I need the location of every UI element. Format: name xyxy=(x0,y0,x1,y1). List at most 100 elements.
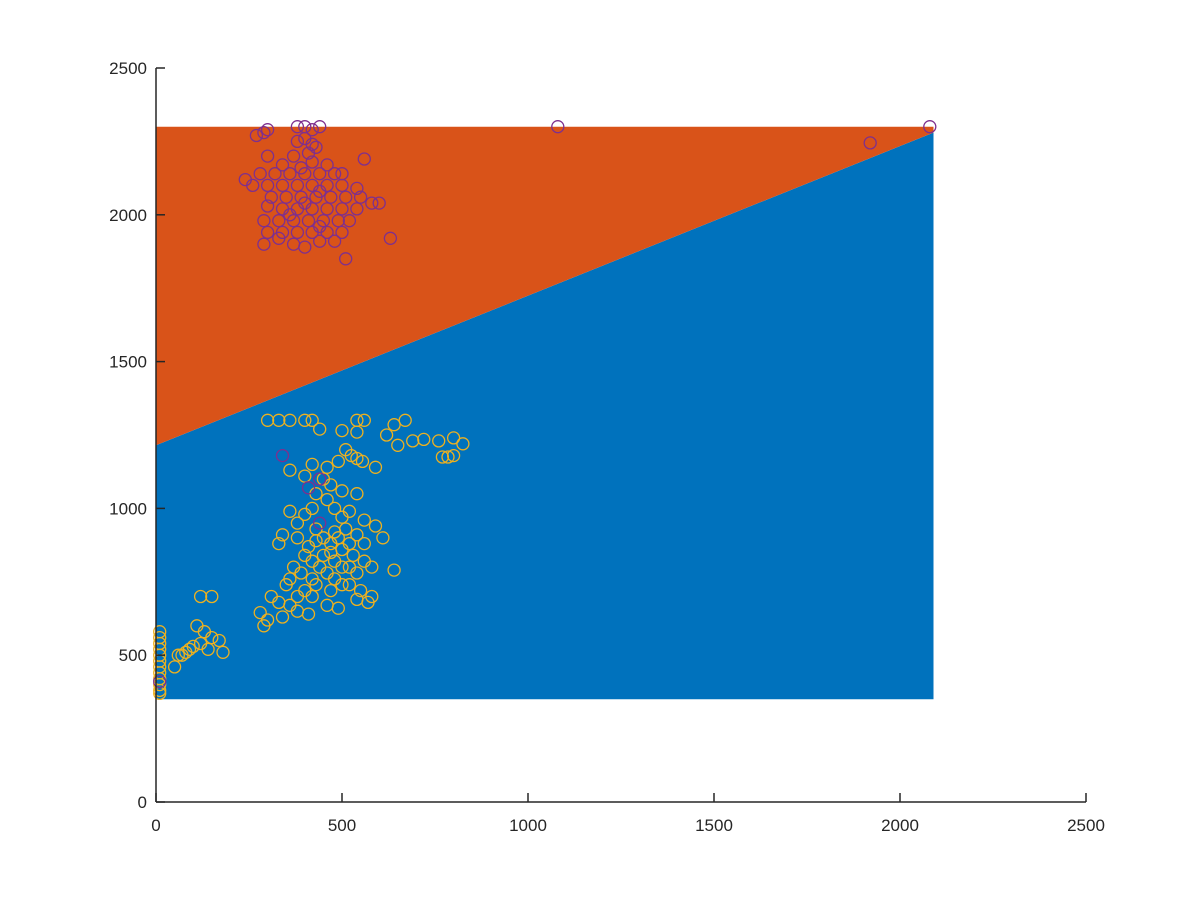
data-point xyxy=(260,149,275,163)
data-point xyxy=(342,214,357,228)
axis-ticks: 0 500 1000 1500 2000 2500 0 500 1000 1500 2000 2500 xyxy=(109,59,1105,835)
y-tick-label: 1500 xyxy=(109,353,147,372)
data-point xyxy=(331,454,345,469)
data-point xyxy=(313,516,327,530)
data-point xyxy=(260,178,275,193)
data-point xyxy=(383,231,398,245)
data-point xyxy=(290,589,305,604)
data-point xyxy=(272,536,286,551)
data-point xyxy=(260,199,275,213)
data-point xyxy=(298,548,312,563)
data-point xyxy=(260,413,275,427)
data-point xyxy=(313,219,327,234)
data-point xyxy=(379,428,394,442)
data-point xyxy=(246,178,260,193)
data-point xyxy=(350,566,364,580)
data-point xyxy=(298,413,312,427)
data-point xyxy=(275,448,290,463)
data-point xyxy=(406,434,420,448)
data-point xyxy=(301,607,316,621)
data-point xyxy=(257,619,271,633)
data-point xyxy=(335,423,349,438)
data-point xyxy=(365,560,379,574)
x-tick-label: 1000 xyxy=(509,816,547,835)
data-point xyxy=(212,633,226,648)
data-point xyxy=(294,161,308,175)
data-point xyxy=(205,630,219,645)
decision-regions xyxy=(156,126,934,700)
x-tick-label: 500 xyxy=(328,816,356,835)
data-point xyxy=(346,548,360,563)
data-point xyxy=(324,545,338,560)
data-point xyxy=(335,578,349,592)
data-point xyxy=(309,578,323,592)
data-point xyxy=(353,190,368,204)
data-point xyxy=(298,240,312,254)
data-point xyxy=(320,158,334,172)
data-point xyxy=(286,149,301,163)
data-point xyxy=(283,167,297,181)
data-point xyxy=(290,516,305,530)
data-point xyxy=(272,231,286,245)
series-0 xyxy=(153,413,470,701)
data-points xyxy=(153,120,937,701)
data-point xyxy=(331,601,345,615)
series-1 xyxy=(153,120,937,689)
data-point xyxy=(432,434,446,448)
data-point xyxy=(305,123,319,137)
data-point xyxy=(365,196,379,210)
data-point xyxy=(268,167,282,181)
data-point xyxy=(335,560,349,574)
data-point xyxy=(290,178,305,193)
data-point xyxy=(361,595,375,610)
region-below-boundary xyxy=(156,132,934,700)
data-point xyxy=(368,519,383,533)
data-point xyxy=(290,225,305,240)
data-point xyxy=(342,536,357,551)
data-point xyxy=(324,583,338,598)
data-point xyxy=(275,158,290,172)
data-point xyxy=(305,457,319,472)
data-point xyxy=(335,178,349,193)
data-point xyxy=(264,190,278,204)
data-point xyxy=(551,120,565,134)
data-point xyxy=(175,648,189,662)
data-point xyxy=(456,437,470,451)
data-point xyxy=(339,190,353,204)
data-point xyxy=(324,478,338,492)
data-point xyxy=(257,214,271,228)
y-tick-label: 1000 xyxy=(109,499,147,518)
x-tick-label: 1500 xyxy=(695,816,733,835)
data-point xyxy=(275,178,290,193)
data-point xyxy=(249,128,264,143)
data-point xyxy=(275,610,290,624)
data-point xyxy=(313,422,327,436)
data-point xyxy=(863,136,877,150)
data-point xyxy=(331,531,345,545)
x-tick-label: 0 xyxy=(151,816,160,835)
data-point xyxy=(327,234,342,248)
data-point xyxy=(313,472,327,486)
data-point xyxy=(313,184,327,198)
data-point xyxy=(446,448,461,463)
data-point xyxy=(301,146,316,160)
data-point xyxy=(331,214,345,228)
data-point xyxy=(153,674,167,689)
data-point xyxy=(272,214,286,228)
data-point xyxy=(339,522,353,536)
data-point xyxy=(253,605,267,620)
data-point xyxy=(398,413,412,427)
data-point xyxy=(253,167,267,181)
data-point xyxy=(279,578,293,592)
data-point xyxy=(298,469,312,483)
data-point xyxy=(313,167,327,181)
data-point xyxy=(320,460,334,474)
data-point xyxy=(153,677,167,692)
data-point xyxy=(350,181,364,196)
data-point xyxy=(335,225,349,240)
region-above-boundary xyxy=(156,126,934,446)
y-tick-label: 500 xyxy=(119,646,147,665)
data-point xyxy=(372,196,386,210)
data-point xyxy=(257,237,271,251)
